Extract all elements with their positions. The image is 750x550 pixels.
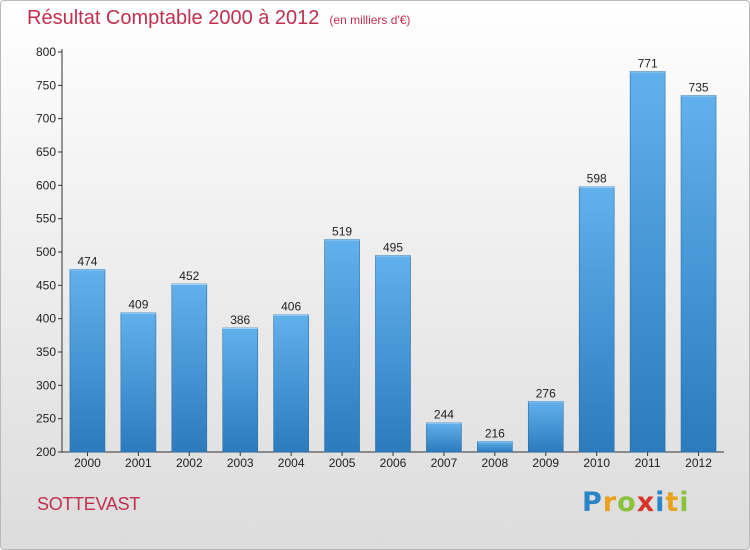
bar-2007	[426, 422, 462, 453]
data-label-2009: 276	[536, 386, 556, 400]
logo-letter: x	[636, 487, 656, 518]
x-tick-label-2010: 2010	[583, 456, 610, 470]
bar-2004	[273, 314, 309, 453]
bar-2006	[375, 255, 411, 453]
bar-2001	[120, 312, 157, 453]
chart-title-text: Résultat Comptable 2000 à 2012	[27, 7, 320, 29]
bar-2008	[477, 441, 513, 453]
data-label-2011: 771	[638, 56, 658, 70]
y-tick-label: 800	[36, 45, 56, 59]
bar-2005	[324, 239, 360, 453]
data-label-2004: 406	[281, 300, 301, 314]
bar-2011	[629, 71, 666, 453]
y-tick-label: 350	[36, 345, 56, 359]
data-label-2003: 386	[230, 313, 250, 327]
x-tick-label-2007: 2007	[431, 456, 458, 470]
bar-2009	[527, 401, 564, 453]
x-tick-label-2005: 2005	[329, 456, 356, 470]
data-label-2010: 598	[587, 172, 607, 186]
proxiti-logo: Proxiti	[582, 487, 690, 518]
bar-2000	[69, 269, 106, 453]
y-tick-label: 700	[36, 112, 56, 126]
x-tick-label-2004: 2004	[278, 456, 305, 470]
y-tick-label: 750	[36, 78, 56, 92]
logo-letter: t	[665, 487, 680, 518]
data-label-2002: 452	[179, 269, 199, 283]
logo-letter: i	[655, 487, 666, 518]
x-tick-label-2003: 2003	[227, 456, 254, 470]
data-label-2012: 735	[689, 80, 709, 94]
data-label-2001: 409	[128, 298, 148, 312]
x-tick-label-2008: 2008	[481, 456, 508, 470]
bar-2012	[680, 95, 717, 453]
x-tick-label-2009: 2009	[532, 456, 559, 470]
data-label-2008: 216	[485, 426, 505, 440]
y-tick-label: 300	[36, 378, 56, 392]
x-tick-label-2001: 2001	[125, 456, 152, 470]
data-label-2000: 474	[77, 254, 97, 268]
data-label-2007: 244	[434, 408, 454, 422]
chart-labels: 474 409 452 386 406 519 495 244 216 276 598 771 735	[77, 56, 708, 440]
chart-title: Résultat Comptable 2000 à 2012 (en millie…	[27, 7, 410, 30]
y-tick-label: 550	[36, 212, 56, 226]
chart-bars	[69, 71, 717, 453]
y-tick-label: 250	[36, 412, 56, 426]
x-tick-label-2011: 2011	[635, 456, 661, 470]
logo-letter: r	[602, 487, 618, 518]
logo-letter: P	[582, 487, 603, 518]
chart-subtitle: (en milliers d'€)	[329, 13, 411, 27]
data-label-2006: 495	[383, 240, 403, 254]
x-tick-label-2012: 2012	[685, 456, 712, 470]
y-tick-label: 650	[36, 145, 56, 159]
data-label-2005: 519	[332, 224, 352, 238]
commune-name: SOTTEVAST	[37, 494, 140, 514]
y-tick-label: 450	[36, 278, 56, 292]
logo-letter: o	[617, 487, 637, 518]
y-tick-label: 600	[36, 178, 56, 192]
y-tick-label: 200	[36, 445, 56, 459]
y-tick-label: 500	[36, 245, 56, 259]
x-tick-label-2006: 2006	[380, 456, 407, 470]
bar-2003	[222, 327, 259, 453]
logo-letter: i	[679, 487, 690, 518]
x-tick-label-2002: 2002	[176, 456, 203, 470]
y-tick-label: 400	[36, 312, 56, 326]
bar-2002	[171, 283, 208, 453]
bar-2010	[578, 186, 615, 453]
x-tick-label-2000: 2000	[74, 456, 101, 470]
